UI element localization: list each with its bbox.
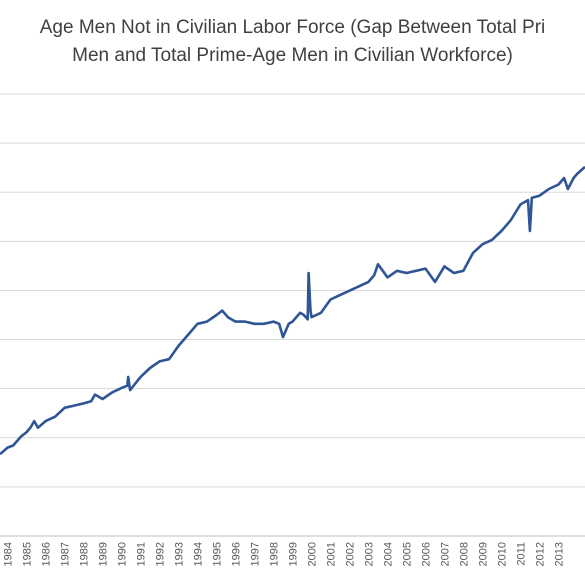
x-tick-label: 2000 [306,542,318,566]
x-tick-label: 1996 [231,542,243,566]
x-tick-label: 1989 [98,542,110,566]
x-tick-label: 1992 [155,542,167,566]
chart-title: Age Men Not in Civilian Labor Force (Gap… [0,14,585,70]
x-tick-label: 2010 [496,542,508,566]
x-tick-label: 2007 [439,542,451,566]
x-tick-label: 2008 [458,542,470,566]
x-tick-label: 1990 [117,542,129,566]
x-tick-label: 1994 [193,542,205,566]
x-tick-label: 2004 [382,542,394,566]
x-tick-label: 2011 [515,542,527,566]
x-tick-label: 2005 [401,542,413,566]
x-tick-label: 1997 [250,542,262,566]
chart-title-line-2: Men and Total Prime-Age Men in Civilian … [72,45,513,66]
x-tick-label: 1986 [41,542,53,566]
x-tick-label: 1987 [60,542,72,566]
x-tick-label: 1995 [212,542,224,566]
series-line [0,165,585,456]
x-tick-label: 2006 [420,542,432,566]
x-tick-label: 1984 [3,542,15,566]
chart-title-line-1: Age Men Not in Civilian Labor Force (Gap… [39,17,546,38]
x-tick-label: 1993 [174,542,186,566]
x-tick-label: 1988 [79,542,91,566]
x-tick-label: 2012 [534,542,546,566]
x-tick-label: 2003 [363,542,375,566]
x-tick-label: 2013 [553,542,565,566]
x-tick-labels: 1984 1985 1986 1987 1988 1989 1990 1991 1992 1993… [3,542,566,566]
x-tick-label: 1991 [136,542,148,566]
x-tick-label: 1985 [22,542,34,566]
x-tick-label: 2009 [477,542,489,566]
x-tick-label: 1999 [288,542,300,566]
x-tick-label: 2002 [344,542,356,566]
x-tick-label: 1998 [269,542,281,566]
gridlines [0,93,585,488]
x-tick-label: 2001 [325,542,337,566]
data-series [0,165,585,456]
